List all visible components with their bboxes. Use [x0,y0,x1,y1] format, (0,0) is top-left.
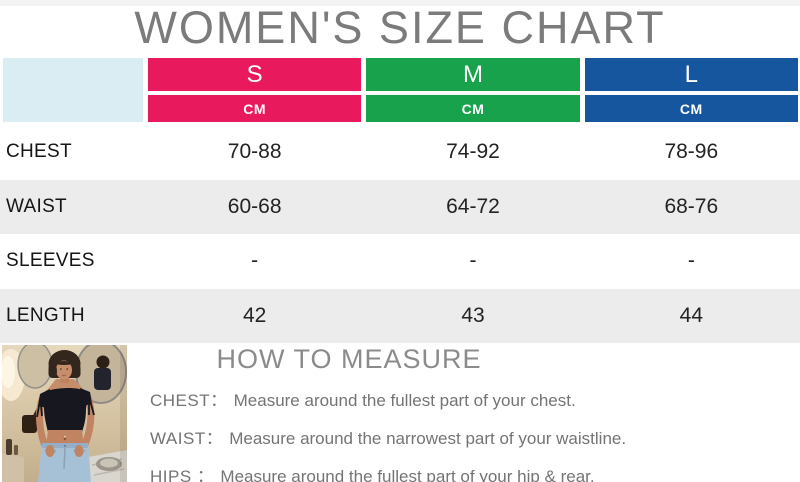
unit-header-m: CM [366,95,580,122]
unit-header-s: CM [148,95,362,122]
measure-label: HIPS ： [150,467,215,482]
measure-text: Measure around the fullest part of your … [233,391,576,410]
length-value-s: 42 [242,303,267,327]
waist-value-s: 60-68 [227,194,282,218]
table-corner-cell [3,58,143,122]
top-divider [0,0,800,6]
row-label: WAIST [6,195,67,217]
row-label: SLEEVES [6,250,95,272]
size-table-body: CHEST 70-88 74-92 78-96 WAIST 60-68 64-7… [0,125,800,343]
measure-label: CHEST： [150,391,228,410]
row-label: CHEST [6,141,72,163]
table-row-sleeves: SLEEVES - - - [0,234,800,289]
table-row-waist: WAIST 60-68 64-72 68-76 [0,179,800,234]
size-header-m: M [366,58,580,91]
length-value-m: 43 [461,303,485,327]
size-header-s: S [148,58,362,91]
measure-text: Measure around the narrowest part of you… [229,429,627,448]
unit-header-l: CM [584,95,798,122]
sleeves-value-l: - [687,249,695,273]
sleeves-value-m: - [469,249,477,273]
measure-label: WAIST： [150,429,224,448]
table-row-chest: CHEST 70-88 74-92 78-96 [0,125,800,180]
model-photo-illustration [2,345,127,482]
size-table-header: S M L CM CM CM [3,58,798,122]
size-header-l: L [584,58,798,91]
chest-value-l: 78-96 [664,140,719,164]
sleeves-value-s: - [251,249,259,273]
page-title: WOMEN'S SIZE CHART [134,2,666,53]
chest-value-m: 74-92 [446,140,500,164]
length-value-l: 44 [679,303,703,327]
measure-instruction-chest: CHEST： Measure around the fullest part of… [128,386,598,411]
how-to-measure-title: HOW TO MEASURE [216,344,482,374]
measure-instruction-hips: HIPS ： Measure around the fullest part of… [128,462,598,482]
how-to-measure-section: HOW TO MEASURE CHEST： Measure around the … [128,344,626,482]
chest-value-s: 70-88 [227,140,282,164]
waist-value-l: 68-76 [664,194,719,218]
row-label: LENGTH [6,304,85,326]
waist-value-m: 64-72 [446,194,500,218]
measure-text: Measure around the fullest part of your … [220,467,595,482]
measure-instruction-waist: WAIST： Measure around the narrowest part … [128,424,626,449]
table-row-length: LENGTH 42 43 44 [0,288,800,343]
model-photo [2,345,127,482]
